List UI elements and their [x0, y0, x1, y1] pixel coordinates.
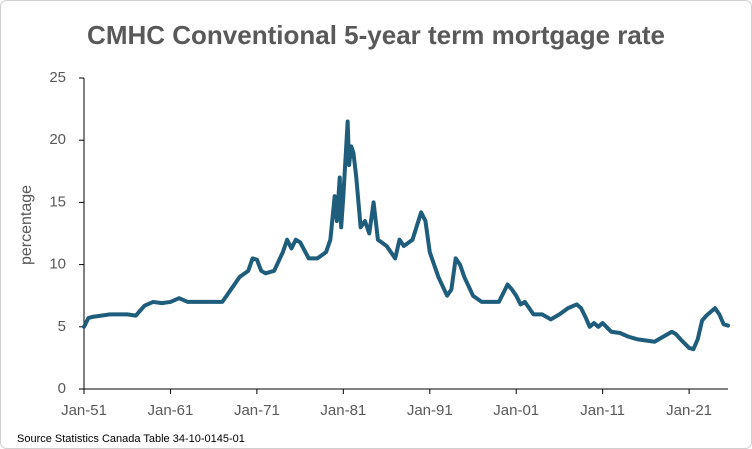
y-tick-label: 20: [49, 131, 66, 148]
x-tick-label: Jan-01: [493, 402, 539, 419]
x-tick-label: Jan-61: [148, 402, 194, 419]
source-note: Source Statistics Canada Table 34-10-014…: [17, 433, 245, 445]
x-tick-label: Jan-71: [234, 402, 280, 419]
x-tick-label: Jan-21: [666, 402, 712, 419]
x-tick-label: Jan-11: [580, 402, 625, 419]
x-tick-label: Jan-81: [320, 402, 366, 419]
x-tick-label: Jan-91: [407, 402, 453, 419]
y-axis-label: percentage: [18, 185, 35, 265]
y-tick-label: 15: [49, 193, 66, 210]
y-tick-label: 5: [58, 318, 66, 335]
y-tick-label: 25: [49, 69, 66, 86]
y-tick-label: 0: [58, 380, 66, 397]
y-tick-label: 10: [49, 256, 66, 273]
line-series: [82, 119, 730, 352]
chart-title: CMHC Conventional 5-year term mortgage r…: [87, 20, 665, 50]
x-tick-label: Jan-51: [61, 402, 107, 419]
